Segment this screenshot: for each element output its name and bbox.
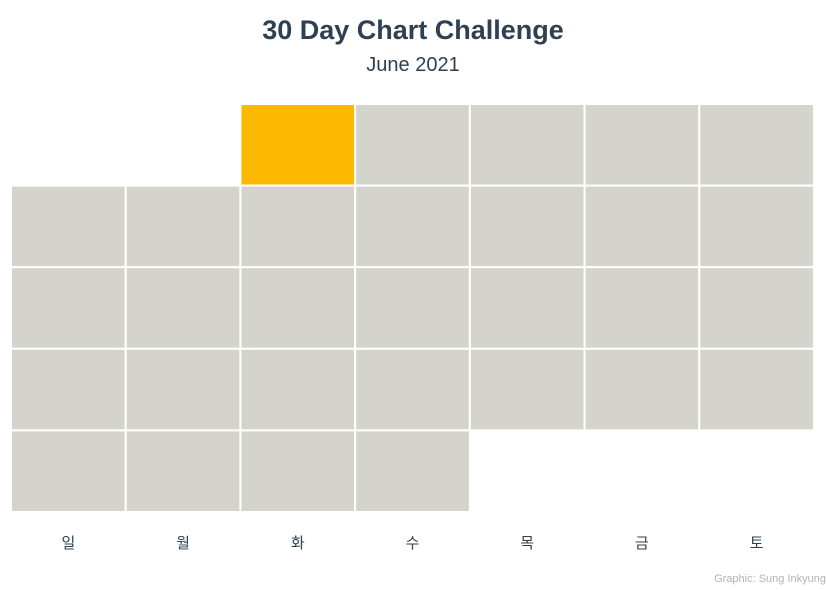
day-cell [124, 184, 242, 269]
day-cell [10, 429, 127, 513]
chart-title: 30 Day Chart Challenge [262, 15, 564, 45]
day-cell [698, 184, 815, 269]
day-cell [354, 184, 471, 269]
weekday-label: 화 [291, 534, 305, 552]
day-cell [354, 103, 471, 187]
day-cell [468, 266, 586, 350]
day-cell [468, 347, 586, 432]
day-cell [583, 184, 701, 269]
chart-subtitle: June 2021 [366, 54, 460, 76]
day-cell [239, 347, 357, 432]
day-cell [698, 347, 815, 432]
day-cell [698, 103, 815, 187]
weekday-label: 일 [61, 534, 75, 552]
chart-caption: Graphic: Sung Inkyung [714, 573, 826, 585]
day-cell [124, 266, 242, 350]
day-cell-highlighted [239, 103, 357, 187]
day-cell [239, 429, 357, 513]
day-cell [10, 266, 127, 350]
day-cell [239, 266, 357, 350]
day-cell [583, 266, 701, 350]
day-cell [124, 429, 242, 513]
day-cell [354, 347, 471, 432]
day-cell [10, 184, 127, 269]
day-cell [468, 184, 586, 269]
day-cell [354, 429, 471, 513]
day-cell [239, 184, 357, 269]
day-cell [698, 266, 815, 350]
weekday-label: 토 [750, 534, 764, 552]
day-cell [583, 103, 701, 187]
weekday-label: 수 [406, 534, 420, 552]
weekday-label: 목 [520, 534, 534, 552]
day-cell [583, 347, 701, 432]
day-cell [124, 347, 242, 432]
weekday-label: 금 [635, 534, 649, 552]
day-cell [468, 103, 586, 187]
day-cell [354, 266, 471, 350]
weekday-label: 월 [176, 534, 190, 552]
day-cell [10, 347, 127, 432]
